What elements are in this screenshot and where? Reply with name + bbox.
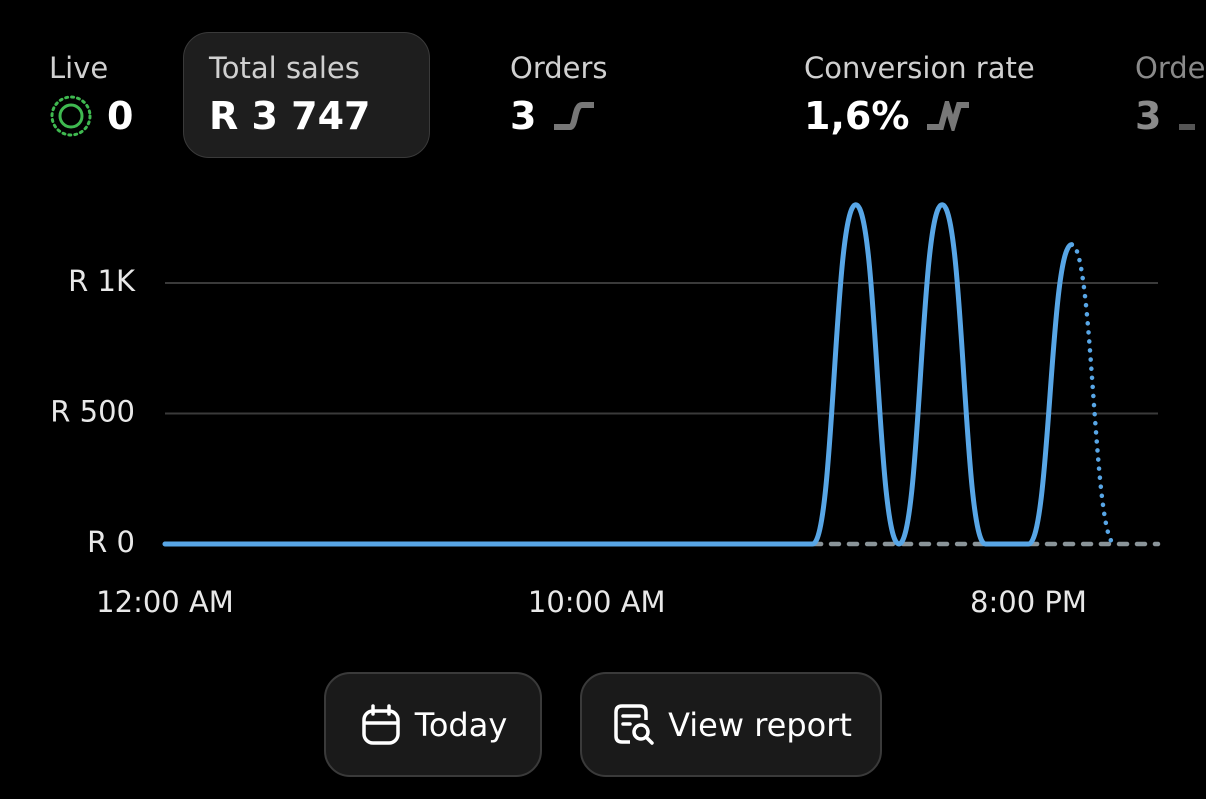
sparkline-icon [927,101,970,131]
button-label: Today [414,705,508,744]
metric-live[interactable]: Live 0 [49,48,133,140]
view-report-button[interactable]: View report [580,672,882,777]
metric-value: 0 [107,94,134,138]
x-tick-label: 12:00 AM [96,585,234,619]
live-icon [50,95,92,137]
report-icon [614,703,654,745]
selected-metric-card[interactable] [183,32,430,158]
metric-value: 3 [510,94,537,138]
metric-label: Conversion rate [804,51,1035,85]
y-tick-label: R 500 [50,395,135,429]
sparkline-icon [1179,124,1196,130]
metric-value: 1,6% [804,94,910,138]
metric-label: Orders [510,51,608,85]
y-tick-label: R 0 [87,525,135,559]
metric-label: Live [49,51,109,85]
x-tick-label: 10:00 AM [528,585,666,619]
x-tick-label: 8:00 PM [970,585,1087,619]
metric-orders[interactable]: Orders 3 [510,48,608,140]
metric-label: Orders [1135,51,1206,85]
series-line [162,202,1075,547]
button-label: View report [668,705,852,744]
metric-conversion[interactable]: Conversion rate 1,6% [804,48,1035,140]
metric-total-sales[interactable]: Total sales R 3 747 [209,48,370,140]
chart: R 0 R 500 R 1K 12:00 AM 10:00 AM 8:00 PM [50,202,1161,619]
metric-orders-2[interactable]: Orders 3 [1135,48,1206,140]
metric-value: R 3 747 [209,94,371,138]
series-line [1069,242,1118,547]
sparkline-icon [554,102,595,130]
y-tick-label: R 1K [68,264,136,298]
today-button[interactable]: Today [324,672,542,777]
metric-label: Total sales [209,51,360,85]
calendar-icon [361,703,400,745]
metric-value: 3 [1135,94,1162,138]
